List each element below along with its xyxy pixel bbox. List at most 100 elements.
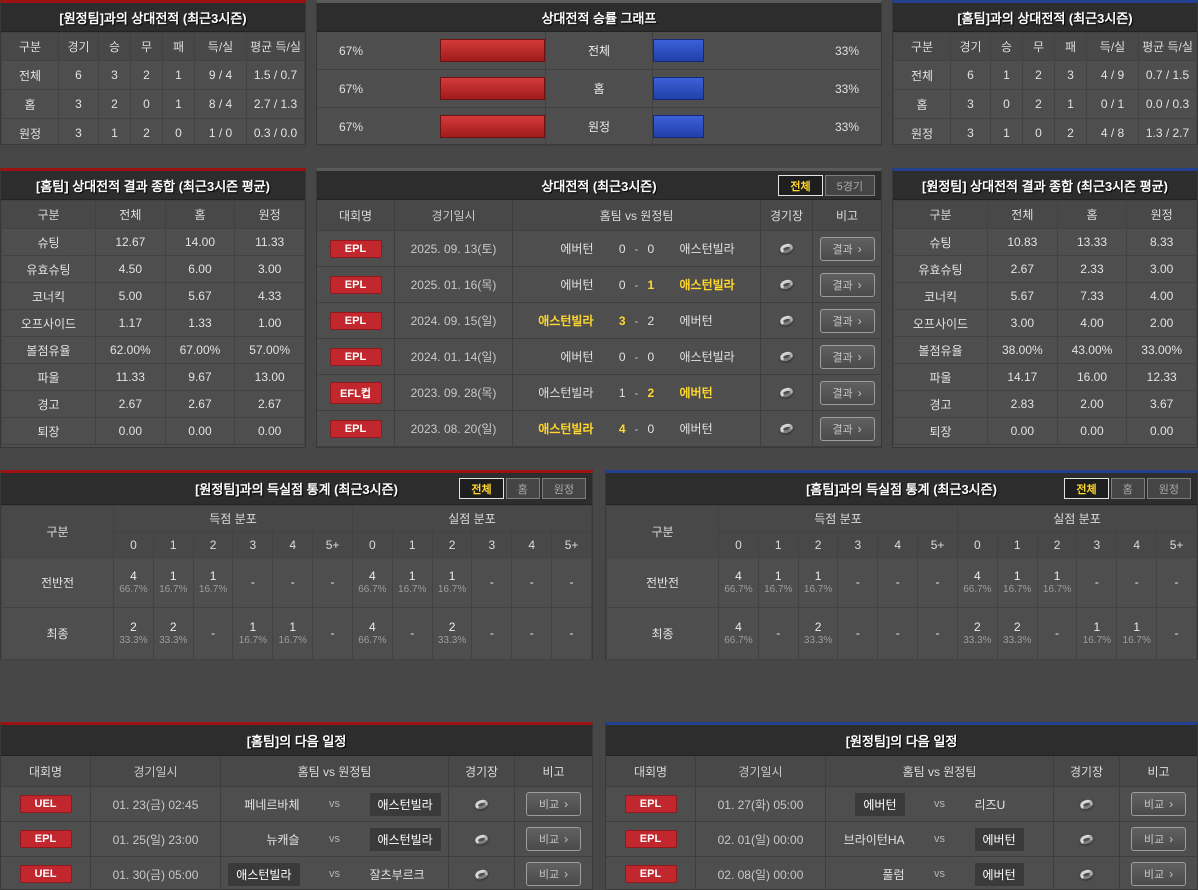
stadium-icon[interactable] [778,386,795,399]
row-label: 슈팅 [893,228,988,256]
bin-header: 3 [232,531,274,558]
cell: - [551,557,592,608]
panel-title-text: [원정팀]과의 득실점 통계 (최근3시즌) [195,482,398,497]
stadium-icon[interactable] [778,242,795,255]
stadium-icon[interactable] [778,314,795,327]
table-row: 유효슈팅 4.50 6.00 3.00 [1,255,305,283]
cell: 33.00% [1126,336,1197,364]
table-row: 홈 3 0 2 1 0 / 1 0.0 / 0.3 [893,89,1197,119]
compare-button[interactable]: 비교 › [526,792,581,816]
tab-all[interactable]: 전체 [778,175,823,196]
home-bar-track [389,108,545,145]
chevron-right-icon: › [564,867,569,881]
match-date: 2025. 09. 13(토) [395,231,513,266]
cell: 0.00 [164,417,236,445]
win-rate-row: 67% 원정 33% [317,108,881,146]
tab-away[interactable]: 원정 [1146,478,1191,499]
panel-title-text: [홈팀]의 다음 일정 [246,733,347,749]
col-header: 원정 [1126,200,1197,229]
cell: 0.00 [1056,417,1128,445]
row-label: 경고 [893,390,988,418]
away-win-pct: 33% [834,81,859,96]
tab-home[interactable]: 홈 [505,478,540,499]
stadium-icon[interactable] [473,832,490,846]
win-rate-chart: 67% 전체 33% 67% 홈 33% 67% 원정 33% [317,32,881,146]
bin-header: 0 [113,531,154,558]
panel-goals-vs-awayteam: [원정팀]과의 득실점 통계 (최근3시즌) 전체 홈 원정 구분 득점 분포 … [0,470,593,660]
result-button[interactable]: 결과 › [819,380,875,405]
panel-title: [원정팀]과의 상대전적 (최근3시즌) [1,3,305,32]
panel-title: [원정팀]의 다음 일정 [606,725,1197,756]
cell: 14.00 [164,228,236,256]
result-button[interactable]: 결과 › [819,236,875,261]
table-row: 파울 14.17 16.00 12.33 [893,363,1197,391]
vs-label: vs [329,833,340,845]
stadium-icon[interactable] [778,350,795,363]
col-header: 구분 [1,32,59,61]
away-team: 에버턴 [679,386,713,400]
bin-header: 4 [511,531,553,558]
score-dash: - [634,421,639,436]
col-header: 무 [130,32,163,61]
table-row: 볼점유율 62.00% 67.00% 57.00% [1,336,305,364]
tab-home[interactable]: 홈 [1110,478,1145,499]
cell: - [1076,557,1118,608]
home-win-pct: 67% [339,43,364,58]
bin-header: 3 [837,531,879,558]
col-header: 홈팀 vs 원정팀 [513,200,761,230]
stadium-icon[interactable] [473,867,490,881]
table-row: 코너킥 5.00 5.67 4.33 [1,282,305,310]
compare-button[interactable]: 비교 › [526,862,581,886]
cell: 12.33 [1126,363,1197,391]
tab-all[interactable]: 전체 [459,478,504,499]
col-header: 홈팀 vs 원정팀 [221,756,449,786]
tab-5games[interactable]: 5경기 [824,175,875,196]
cell: 1 [1054,89,1087,119]
compare-button[interactable]: 비교 › [1131,827,1186,851]
compare-button[interactable]: 비교 › [1131,792,1186,816]
cell: 2 33.3% [431,607,473,660]
row-label: 원정 [545,108,653,145]
stadium-icon[interactable] [778,422,795,435]
match-row: EPL 2023. 08. 20(일) 애스턴빌라 4-0 에버턴 결과 › [317,411,881,447]
stadium-icon[interactable] [778,278,795,291]
stadium-icon[interactable] [473,797,490,811]
col-header: 경기장 [449,756,515,786]
list-header-row: 대회명 경기일시 홈팀 vs 원정팀 경기장 비고 [1,756,592,787]
home-bar-track [389,32,545,69]
row-label: 볼점유율 [893,336,988,364]
cell: 0.00 [1126,417,1197,445]
stadium-icon[interactable] [1078,867,1095,881]
compare-button[interactable]: 비교 › [526,827,581,851]
cell: 1 16.7% [757,557,799,608]
panel-title-text: 상대전적 승률 그래프 [541,10,657,26]
match-row: EPL 2025. 09. 13(토) 에버턴 0-0 애스턴빌라 결과 › [317,231,881,267]
stadium-icon[interactable] [1078,832,1095,846]
conceded-group-header: 실점 분포 [956,505,1198,532]
record-vs-awayteam-table: 구분 경기 승 무 패 득/실 평균 득/실 전체 6 3 2 1 9 / 4 … [1,32,305,148]
list-header-row: 대회명 경기일시 홈팀 vs 원정팀 경기장 비고 [606,756,1197,787]
cell: - [312,557,353,608]
result-button[interactable]: 결과 › [819,272,875,297]
cell: 38.00% [987,336,1058,364]
tab-away[interactable]: 원정 [541,478,586,499]
league-badge: EFL컵 [329,381,382,404]
panel-title-text: 상대전적 (최근3시즌) [541,178,657,194]
league-badge: EPL [329,311,382,330]
col-header: 홈 [1056,200,1128,229]
tab-all[interactable]: 전체 [1064,478,1109,499]
vs-label: vs [934,833,945,845]
stadium-icon[interactable] [1078,797,1095,811]
col-header: 경기일시 [91,756,221,786]
compare-button[interactable]: 비교 › [1131,862,1186,886]
cell: - [312,607,353,660]
result-button[interactable]: 결과 › [819,416,875,441]
cell: - [917,557,958,608]
result-button[interactable]: 결과 › [819,308,875,333]
result-button[interactable]: 결과 › [819,344,875,369]
score-dash: - [634,277,639,292]
col-header: 경기 [950,32,991,61]
scored-group-header: 득점 분포 [113,505,353,532]
table-row: 홈 3 2 0 1 8 / 4 2.7 / 1.3 [1,89,305,119]
panel-title: [홈팀]과의 상대전적 (최근3시즌) [893,3,1197,32]
